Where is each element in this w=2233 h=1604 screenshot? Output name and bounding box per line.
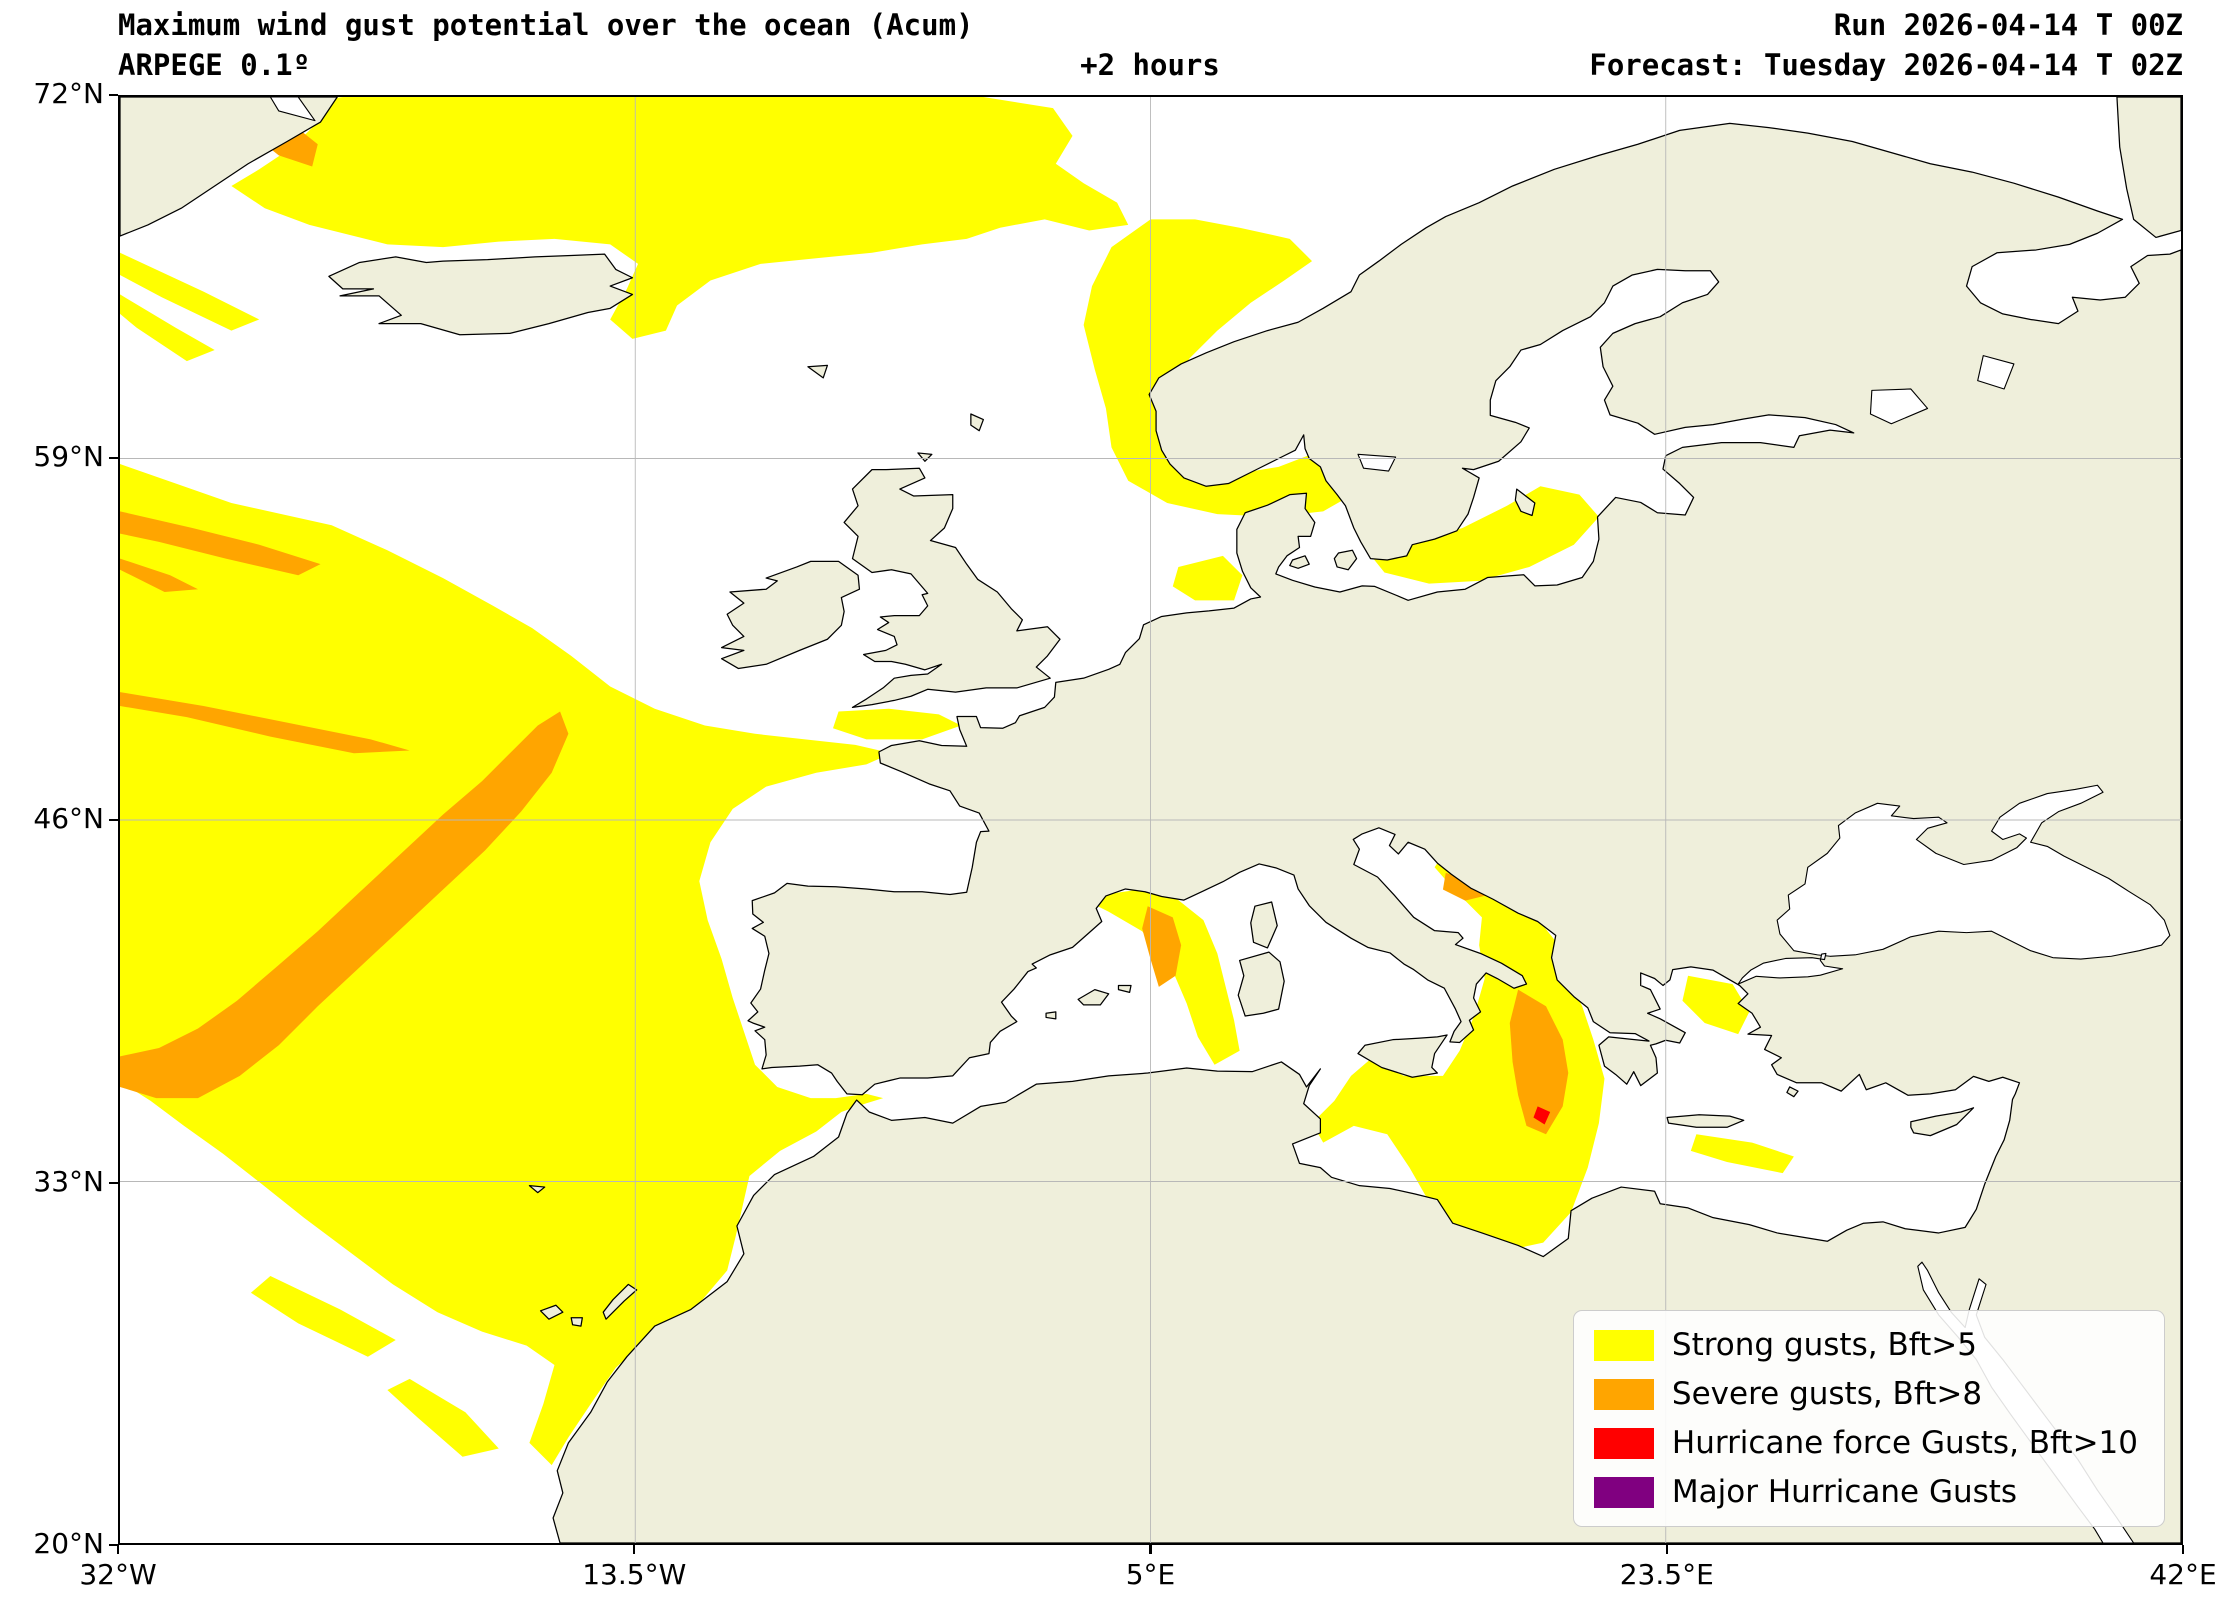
strong-subtropic-streak-2: [387, 1378, 499, 1457]
lat-tick-label: 20°N: [33, 1527, 104, 1560]
chart-title: Maximum wind gust potential over the oce…: [118, 8, 974, 42]
land-gotland: [1514, 488, 1536, 517]
legend: Strong gusts, Bft>5 Severe gusts, Bft>8 Hu…: [1572, 1310, 2165, 1527]
severe-gulf-of-lion-core: [1142, 906, 1182, 987]
lat-tick-label: 33°N: [33, 1164, 104, 1198]
hurricane-color-swatch: [1593, 1427, 1654, 1459]
lon-tick-label: 23.5°E: [1619, 1558, 1714, 1591]
strong-lion-sardinia: [1092, 889, 1240, 1065]
land-faroe: [807, 364, 829, 379]
land-layer: [120, 97, 2181, 1543]
lat-tick-label: 72°N: [33, 77, 104, 110]
lon-tick: [116, 1545, 120, 1554]
land-cyprus: [1910, 1107, 1975, 1137]
strong-streak-1: [120, 252, 260, 331]
legend-label: Severe gusts, Bft>8: [1671, 1376, 1983, 1412]
strong-baltic-band: [1342, 486, 1599, 584]
water-greenland-fjord: [269, 97, 316, 122]
land-gran-canaria: [570, 1317, 583, 1327]
water-sea-of-marmara: [1737, 952, 1844, 985]
severe-adriatic-core: [1442, 872, 1488, 901]
strong-norway-coast-band: [1083, 219, 1363, 517]
land-sicily: [1357, 1034, 1448, 1078]
hurricane-ionian-spot: [1533, 1106, 1551, 1125]
strong-streak-2: [120, 294, 215, 362]
land-orkney: [917, 452, 933, 462]
land-lanzarote-fuerteventura: [602, 1283, 638, 1320]
lead-time-label: +2 hours: [1080, 48, 1220, 82]
water-lake-onega: [1977, 355, 2015, 390]
land-funen: [1289, 555, 1310, 569]
strong-east-of-crete: [1690, 1134, 1794, 1174]
land-menorca: [1117, 984, 1132, 994]
water-lake-ladoga: [1869, 388, 1929, 425]
lon-tick: [2181, 1545, 2185, 1554]
land-madeira: [528, 1185, 546, 1194]
run-label: Run 2026-04-14 T 00Z: [1833, 8, 2183, 42]
legend-item-major: Major Hurricane Gusts: [1593, 1474, 2138, 1510]
land-britain: [843, 467, 1061, 709]
severe-n-atlantic-streak-2: [120, 558, 198, 592]
land-sardinia: [1237, 951, 1285, 1017]
strong-central-med: [1312, 850, 1605, 1252]
lat-tick-label: 59°N: [33, 439, 104, 473]
land-northeast-corner: [2116, 97, 2181, 239]
lon-tick-label: 42°E: [2149, 1558, 2217, 1591]
water-lake-vanern: [1357, 453, 1397, 472]
strong-subtropic-streak-1: [250, 1276, 396, 1357]
land-greenland: [120, 97, 338, 237]
land-rhodes: [1786, 1086, 1799, 1098]
strong-aegean-north: [1682, 975, 1750, 1035]
weather-map-canvas: [120, 97, 2181, 1543]
model-label: ARPEGE 0.1º: [118, 48, 311, 82]
land-mallorca: [1077, 989, 1110, 1006]
lat-tick: [109, 94, 118, 97]
severe-ionian-core: [1509, 989, 1569, 1135]
water-black-sea: [1776, 784, 2171, 960]
lat-tick-label: 46°N: [33, 802, 104, 835]
legend-label: Major Hurricane Gusts: [1671, 1474, 2018, 1510]
land-tenerife: [539, 1304, 564, 1320]
land-mainland: [552, 122, 2181, 1543]
land-iceland: [328, 253, 634, 336]
land-zealand: [1333, 549, 1358, 571]
land-shetland: [970, 413, 985, 432]
lon-tick-label: 5°E: [1125, 1558, 1176, 1591]
legend-item-hurricane: Hurricane force Gusts, Bft>10: [1593, 1425, 2138, 1461]
forecast-label: Forecast: Tuesday 2026-04-14 T 02Z: [1589, 48, 2183, 82]
graticule-layer: [120, 97, 2181, 1543]
map-area: Strong gusts, Bft>5 Severe gusts, Bft>8 Hu…: [118, 95, 2183, 1545]
legend-item-strong: Strong gusts, Bft>5: [1593, 1327, 2138, 1363]
strong-german-bight: [1172, 555, 1243, 601]
lat-tick: [109, 456, 118, 459]
lon-tick: [1665, 1545, 1668, 1554]
land-ibiza: [1045, 1011, 1057, 1020]
strong-greenland-norwegian-sea: [231, 97, 1129, 339]
land-ireland: [720, 560, 861, 670]
lon-tick: [633, 1545, 636, 1554]
lat-tick: [109, 1544, 118, 1547]
legend-label: Hurricane force Gusts, Bft>10: [1671, 1425, 2138, 1461]
strong-color-swatch: [1593, 1329, 1654, 1361]
legend-item-severe: Severe gusts, Bft>8: [1593, 1376, 2138, 1412]
strong-atlantic-main: [120, 464, 892, 1466]
severe-color-swatch: [1593, 1378, 1654, 1410]
lon-tick-label: 13.5°W: [582, 1558, 687, 1591]
severe-atlantic-storm-core: [120, 711, 569, 1099]
lon-tick: [1149, 1545, 1152, 1554]
legend-label: Strong gusts, Bft>5: [1671, 1327, 1977, 1363]
lon-tick-label: 32°W: [79, 1558, 157, 1591]
strong-channel-west: [832, 708, 962, 740]
lat-tick: [109, 1181, 118, 1184]
major-color-swatch: [1593, 1476, 1654, 1508]
land-crete: [1666, 1114, 1745, 1128]
gust-layer: [120, 97, 1794, 1466]
severe-atlantic-west-streak: [120, 692, 410, 754]
severe-n-atlantic-streak: [120, 511, 321, 576]
lat-tick: [109, 819, 118, 822]
land-corsica: [1250, 901, 1278, 949]
